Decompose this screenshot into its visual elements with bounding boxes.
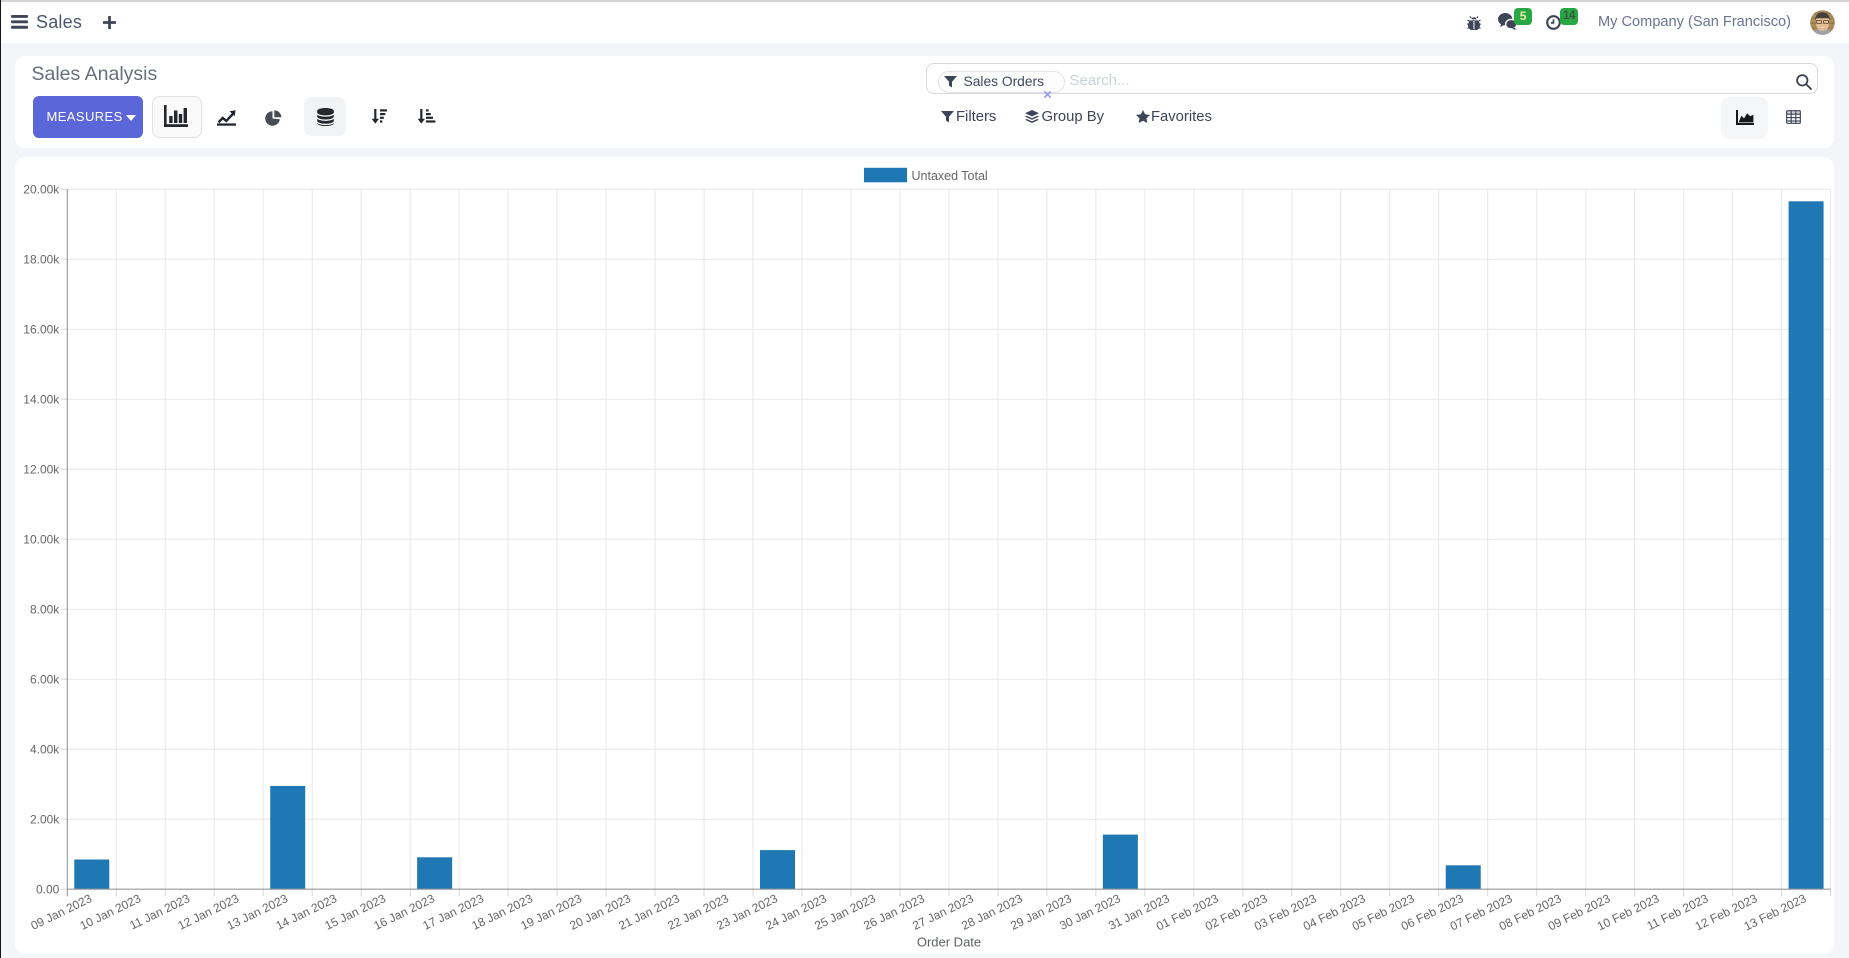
svg-text:Untaxed Total: Untaxed Total (912, 169, 988, 183)
svg-text:8.00k: 8.00k (30, 602, 60, 616)
svg-text:14.00k: 14.00k (23, 392, 60, 406)
svg-text:16.00k: 16.00k (23, 322, 60, 336)
svg-text:10.00k: 10.00k (23, 532, 60, 546)
svg-text:6.00k: 6.00k (30, 672, 60, 686)
svg-text:0.00: 0.00 (36, 882, 60, 896)
svg-text:18.00k: 18.00k (23, 252, 60, 266)
svg-text:Order Date: Order Date (917, 935, 981, 950)
svg-text:12.00k: 12.00k (23, 462, 60, 476)
svg-text:2.00k: 2.00k (30, 812, 60, 826)
svg-text:20.00k: 20.00k (23, 182, 60, 196)
svg-text:4.00k: 4.00k (30, 742, 60, 756)
